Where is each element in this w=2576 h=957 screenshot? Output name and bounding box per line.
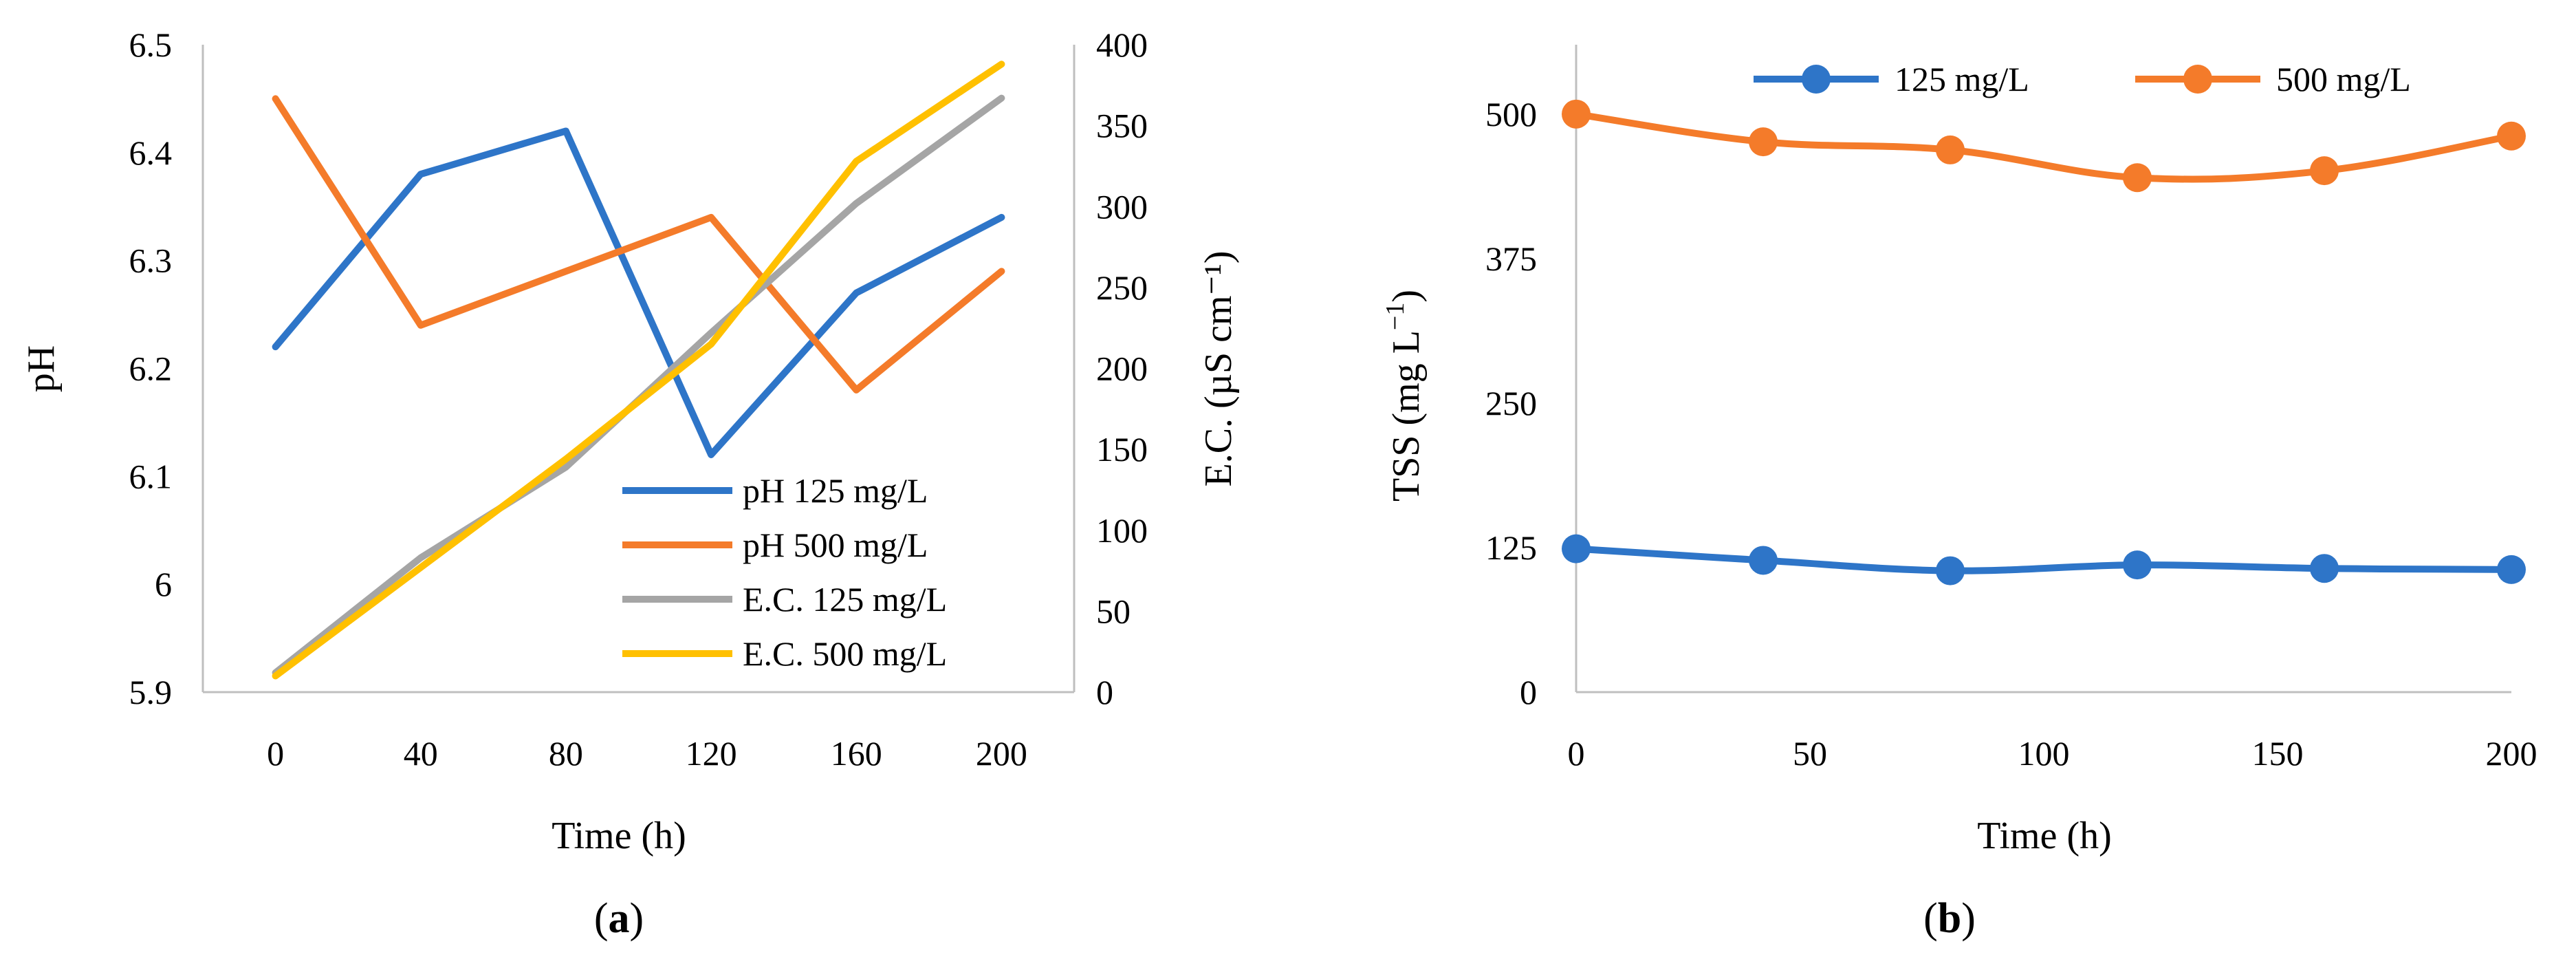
series-line	[272, 127, 1005, 458]
y2-tick-label: 200	[1096, 350, 1148, 388]
panel-b-y-tick-labels: 0 125 250 375 500	[1485, 95, 1537, 711]
data-point-marker	[2123, 163, 2152, 193]
x-tick-label: 40	[404, 734, 438, 773]
y-tick-label: 5.9	[129, 673, 173, 711]
panel-a-y2-axis-title: E.C. (µS cm⁻¹)	[1197, 250, 1240, 486]
panel-b-legend: 125 mg/L 500 mg/L	[1754, 60, 2411, 98]
legend-label: E.C. 125 mg/L	[743, 580, 947, 619]
y-tick-label: 6.3	[129, 241, 173, 280]
x-tick-label: 100	[2018, 734, 2070, 773]
y2-tick-label: 400	[1096, 25, 1148, 64]
panel-b-series-lines	[1573, 110, 2515, 574]
legend-label: pH 125 mg/L	[743, 471, 928, 510]
panel-a-y-tick-labels: 5.9 6 6.1 6.2 6.3 6.4 6.5	[129, 25, 173, 711]
y-tick-label: 6.2	[129, 350, 173, 388]
panel-b-x-tick-labels: 0 50 100 150 200	[1568, 734, 2537, 773]
x-tick-label: 80	[549, 734, 583, 773]
series-line	[1573, 545, 2515, 574]
legend-marker	[2183, 65, 2212, 94]
panel-a-label: (a)	[594, 895, 644, 942]
panel-a-x-tick-labels: 0 40 80 120 160 200	[267, 734, 1027, 773]
legend-label: 125 mg/L	[1895, 60, 2029, 98]
y-tick-label: 500	[1485, 95, 1537, 133]
x-tick-label: 160	[831, 734, 882, 773]
data-point-marker	[1936, 556, 1965, 585]
legend-marker	[1802, 65, 1831, 94]
x-tick-label: 120	[686, 734, 737, 773]
panel-a-y2-tick-labels: 0 50 100 150 200 250 300 350 400	[1096, 25, 1148, 711]
y2-tick-label: 300	[1096, 187, 1148, 226]
y-tick-label: 125	[1485, 528, 1537, 567]
series-line	[272, 61, 1005, 680]
series-line	[272, 95, 1005, 394]
y2-tick-label: 50	[1096, 592, 1131, 630]
y-tick-label: 6	[155, 565, 172, 603]
legend-label: 500 mg/L	[2276, 60, 2411, 98]
data-point-marker	[1936, 135, 1965, 164]
y2-tick-label: 150	[1096, 430, 1148, 469]
x-tick-label: 200	[976, 734, 1027, 773]
panel-a-legend: pH 125 mg/L pH 500 mg/L E.C. 125 mg/L E.C. …	[622, 471, 947, 673]
x-tick-label: 0	[1568, 734, 1585, 773]
y-tick-label: 6.1	[129, 457, 173, 495]
data-point-marker	[2123, 550, 2152, 580]
panel-a-series-lines	[272, 61, 1005, 680]
legend-label: pH 500 mg/L	[743, 526, 928, 564]
y-tick-label: 6.5	[129, 25, 173, 64]
y2-tick-label: 100	[1096, 511, 1148, 550]
legend-label: E.C. 500 mg/L	[743, 634, 947, 673]
panel-b-label: (b)	[1923, 895, 1976, 942]
y2-tick-label: 350	[1096, 107, 1148, 145]
chart-panel-a: 5.9 6 6.1 6.2 6.3 6.4 6.5 0 50 100 150 200 250 300 35…	[20, 25, 1240, 942]
x-tick-label: 200	[2486, 734, 2537, 773]
x-tick-label: 0	[267, 734, 284, 773]
panel-b-series-markers	[1562, 99, 2526, 585]
data-point-marker	[1749, 127, 1778, 157]
y2-tick-label: 0	[1096, 673, 1113, 711]
data-point-marker	[2497, 555, 2526, 584]
y-tick-label: 250	[1485, 384, 1537, 422]
panel-a-y-axis-title: pH	[20, 345, 63, 392]
y-tick-label: 6.4	[129, 133, 173, 172]
y-tick-label: 375	[1485, 239, 1537, 278]
data-point-marker	[1562, 534, 1591, 563]
data-point-marker	[2310, 554, 2339, 583]
series-line	[1573, 110, 2515, 183]
panel-a-x-axis-title: Time (h)	[552, 815, 686, 857]
panel-b-y-axis-title: TSS (mg L−1)	[1381, 290, 1428, 502]
x-tick-label: 150	[2252, 734, 2304, 773]
data-point-marker	[2310, 156, 2339, 186]
panel-b-x-axis-title: Time (h)	[1977, 815, 2112, 857]
y-tick-label: 0	[1520, 673, 1537, 711]
data-point-marker	[2497, 121, 2526, 151]
data-point-marker	[1749, 546, 1778, 575]
x-tick-label: 50	[1793, 734, 1827, 773]
data-point-marker	[1562, 99, 1591, 129]
y2-tick-label: 250	[1096, 268, 1148, 307]
